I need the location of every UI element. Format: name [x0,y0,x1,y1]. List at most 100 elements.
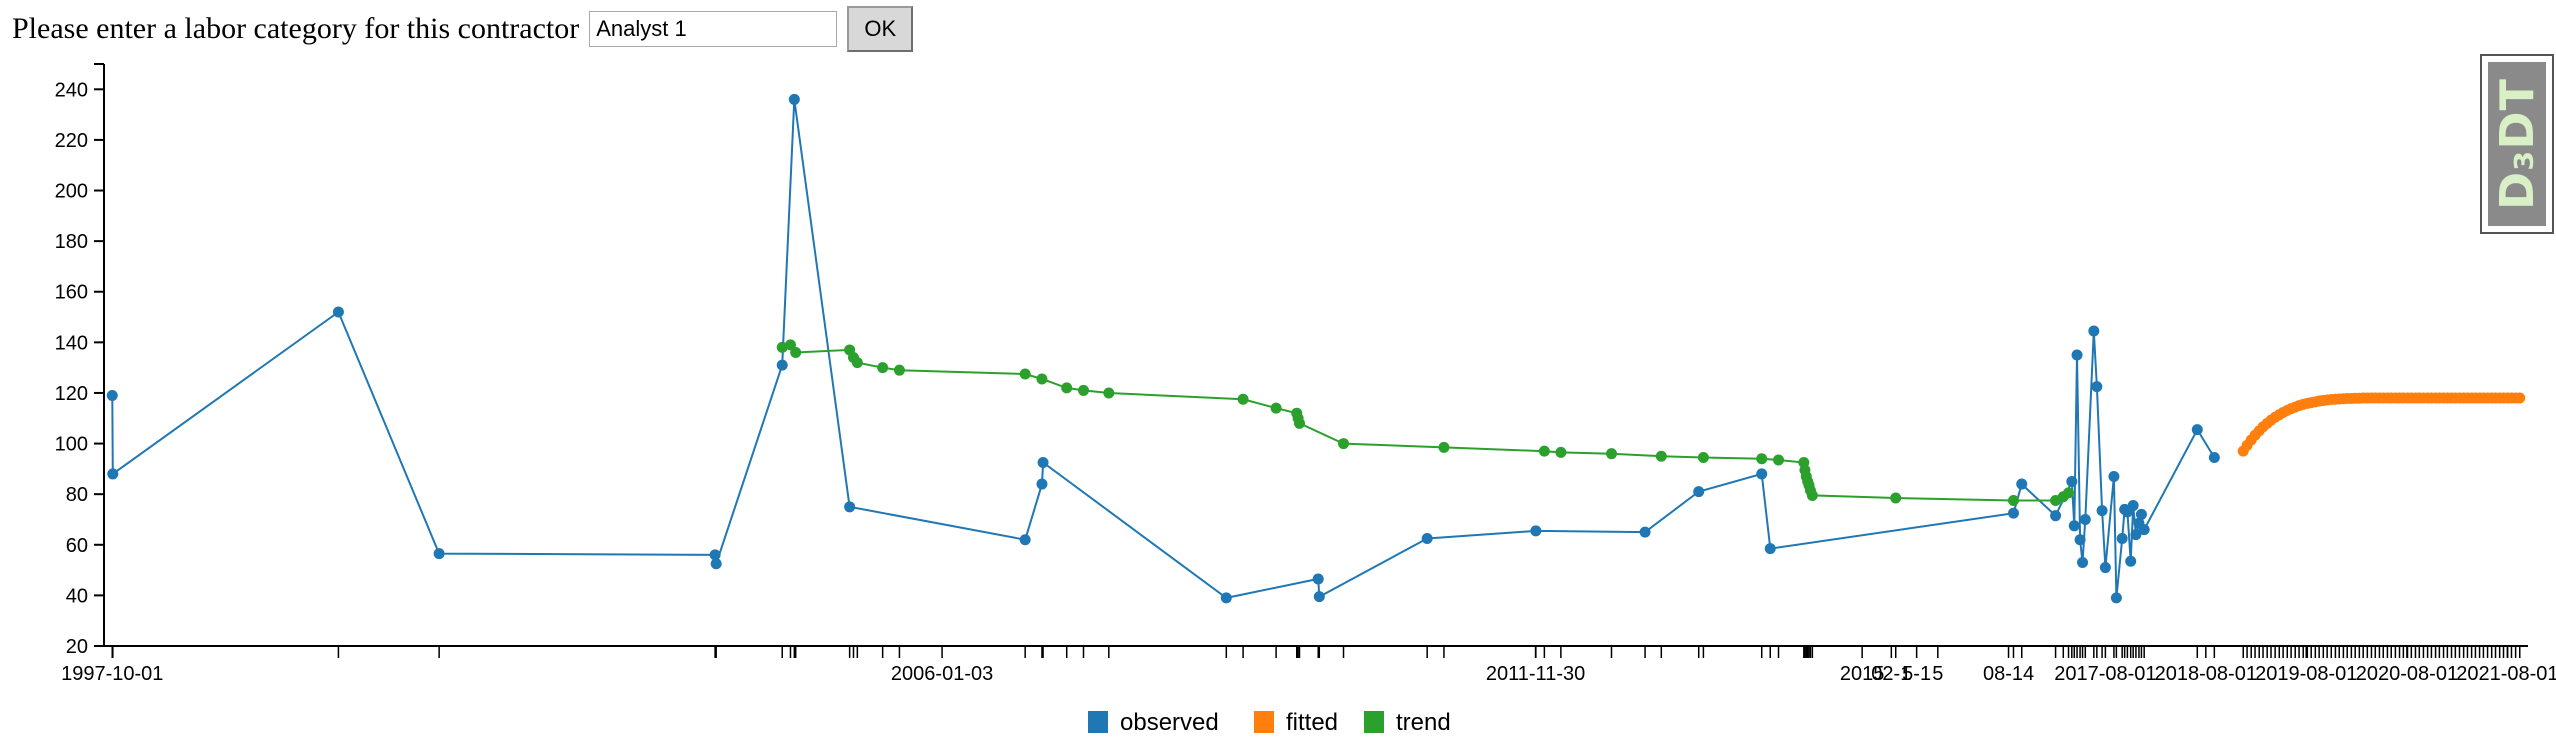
legend-label-fitted: fitted [1286,709,1338,736]
legend-swatch-fitted [1254,711,1274,733]
x-tick-label: 5 [1932,663,1943,685]
observed-point [2096,505,2108,517]
trend-point [851,357,863,369]
observed-point [1037,457,1049,469]
y-tick-label: 160 [55,282,88,304]
observed-point [2091,381,2103,393]
y-tick-label: 20 [66,636,88,658]
trend-point [1773,454,1785,466]
trend-point [1293,417,1305,429]
x-tick-label: 2015 [1840,663,1885,685]
x-tick-label: 2019-08-01 [2255,663,2357,685]
observed-point [433,548,445,560]
trend-point [1270,402,1282,414]
observed-point [2208,451,2220,463]
observed-point [2127,500,2139,512]
trend-point [1036,373,1048,385]
observed-point [2110,592,2122,604]
trend-point [1078,384,1090,396]
prompt-label: Please enter a labor category for this c… [12,12,580,45]
trend-point [1655,450,1667,462]
legend-label-trend: trend [1396,709,1451,736]
y-tick-label: 80 [66,484,88,506]
observed-point [776,359,788,371]
observed-point [2130,529,2142,541]
d3dt-badge: D₃DT [2480,54,2554,234]
x-tick-label: 2017-08-01 [2054,663,2156,685]
y-tick-label: 180 [55,231,88,253]
y-tick-label: 220 [55,130,88,152]
observed-point [2068,520,2080,532]
observed-line [111,99,2216,599]
observed-point [1421,532,1433,544]
observed-point [2125,555,2137,567]
legend-swatch-trend [1364,711,1384,733]
observed-point [1530,525,1542,537]
observed-point [788,93,800,105]
observed-point [2016,478,2028,490]
labor-category-form: Please enter a labor category for this c… [12,4,914,54]
x-tick-label: 2020-08-01 [2356,663,2458,685]
x-tick-label: 5-1 [1902,663,1931,685]
trend-point [1756,453,1768,465]
observed-point [1639,526,1651,538]
trend-point [893,364,905,376]
trend-point [790,346,802,358]
trend-point [877,362,889,374]
trend-point [1555,446,1567,458]
observed-point [709,549,721,561]
observed-point [2138,524,2150,536]
x-tick-label: 2018-08-01 [2155,663,2257,685]
trend-point [1538,445,1550,457]
observed-point [2007,507,2019,519]
observed-point [844,501,856,513]
y-tick-label: 40 [66,585,88,607]
trend-point [2063,487,2075,499]
observed-point [710,558,722,570]
observed-point [107,468,119,480]
observed-point [1036,478,1048,490]
observed-point [1220,592,1232,604]
y-tick-label: 240 [55,79,88,101]
observed-point [2135,508,2147,520]
x-tick-label: 1997-10-01 [61,663,163,685]
trend-point [1019,368,1031,380]
legend-swatch-observed [1088,711,1108,733]
trend-point [1061,382,1073,394]
trend-line [781,343,2070,502]
observed-point [2108,470,2120,482]
ok-button[interactable]: OK [847,6,914,52]
y-tick-label: 60 [66,535,88,557]
observed-point [2099,562,2111,574]
x-tick-label: 08-14 [1983,663,2034,685]
trend-point [776,341,788,353]
legend-label-observed: observed [1120,709,1219,736]
trend-point [1237,393,1249,405]
observed-point [1312,573,1324,585]
observed-point [1313,591,1325,603]
observed-point [2088,325,2100,337]
observed-point [2191,424,2203,436]
observed-point [332,306,344,318]
observed-point [1764,543,1776,555]
observed-point [2074,534,2086,546]
observed-point [2077,556,2089,568]
labor-category-input[interactable] [589,11,838,47]
x-tick-label: 02-1 [1871,663,1911,685]
y-tick-label: 140 [55,332,88,354]
observed-point [2079,513,2091,525]
trend-point [1438,441,1450,453]
observed-point [1693,486,1705,498]
d3dt-logo-text: D₃DT [2490,78,2544,210]
observed-point [2071,349,2083,361]
observed-point [1756,468,1768,480]
trend-point [1103,387,1115,399]
trend-point [1806,489,1818,501]
trend-point [1890,492,1902,504]
trend-point [2007,495,2019,506]
observed-point [2050,510,2062,522]
observed-point [2116,532,2128,544]
trend-point [1697,451,1709,463]
trend-point [1338,438,1350,450]
